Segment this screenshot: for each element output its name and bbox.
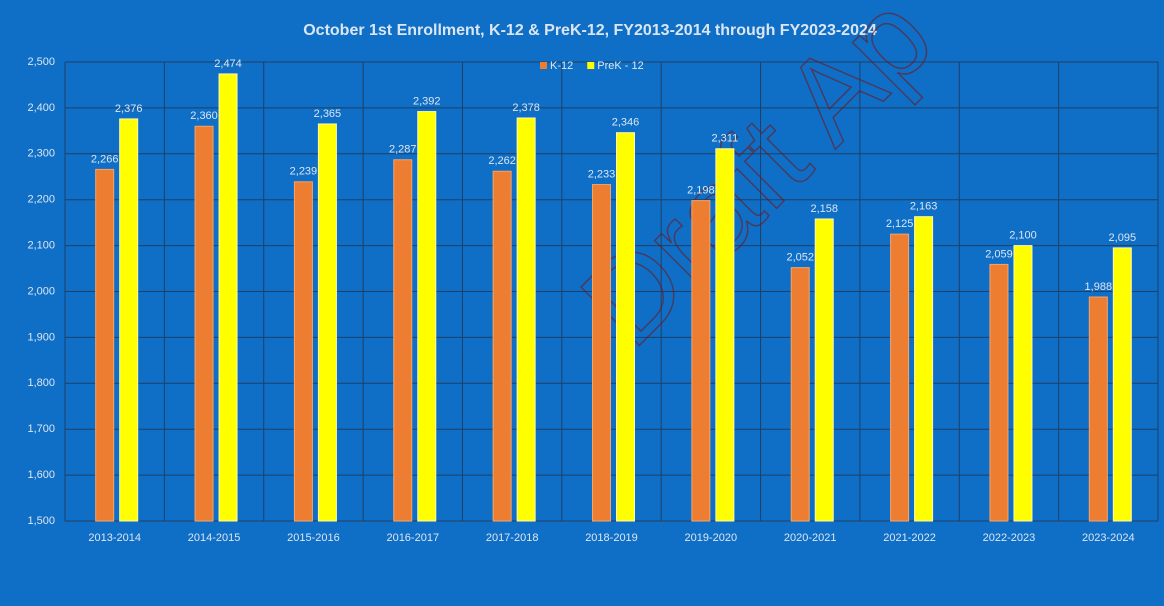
data-label: 2,287 — [389, 144, 417, 156]
bar — [417, 111, 437, 522]
data-label: 2,158 — [810, 203, 838, 215]
x-tick-label: 2020-2021 — [784, 532, 837, 544]
bar — [1013, 245, 1033, 522]
x-tick-label: 2018-2019 — [585, 532, 638, 544]
x-tick-label: 2017-2018 — [486, 532, 539, 544]
legend-swatch — [540, 62, 547, 69]
bar — [691, 200, 711, 522]
data-label: 2,474 — [214, 58, 242, 70]
bar — [393, 159, 413, 522]
y-tick-label: 1,900 — [27, 331, 55, 343]
legend-swatch — [587, 62, 595, 69]
bar — [1112, 247, 1132, 522]
legend-label: PreK - 12 — [597, 60, 643, 72]
bar — [492, 170, 512, 522]
y-tick-label: 1,600 — [27, 469, 55, 481]
data-label: 2,262 — [488, 155, 516, 167]
bar — [516, 117, 536, 522]
y-tick-label: 1,800 — [27, 377, 55, 389]
bar — [890, 233, 910, 522]
x-tick-label: 2016-2017 — [386, 532, 439, 544]
y-tick-label: 1,700 — [27, 423, 55, 435]
y-tick-label: 2,200 — [27, 194, 55, 206]
x-tick-label: 2019-2020 — [685, 532, 738, 544]
bar — [616, 132, 635, 522]
data-label: 2,311 — [712, 133, 739, 145]
chart-title: October 1st Enrollment, K-12 & PreK-12, … — [303, 22, 877, 39]
data-label: 2,100 — [1009, 230, 1037, 242]
data-label: 2,059 — [985, 248, 1013, 260]
y-tick-label: 2,400 — [27, 102, 55, 114]
data-label: 2,346 — [612, 117, 640, 129]
x-tick-label: 2021-2022 — [883, 532, 936, 544]
data-label: 1,988 — [1085, 281, 1113, 293]
x-tick-label: 2022-2023 — [983, 532, 1036, 544]
bar — [989, 263, 1009, 522]
data-label: 2,266 — [91, 153, 119, 165]
bar — [592, 184, 611, 522]
data-label: 2,198 — [687, 185, 715, 197]
bar — [218, 73, 238, 522]
y-tick-label: 1,500 — [27, 515, 55, 527]
data-label: 2,052 — [786, 252, 814, 264]
data-label: 2,392 — [413, 95, 441, 107]
data-label: 2,360 — [190, 110, 218, 122]
x-tick-label: 2014-2015 — [188, 532, 241, 544]
bar — [790, 267, 810, 522]
data-label: 2,365 — [314, 108, 342, 120]
y-tick-label: 2,500 — [27, 56, 55, 68]
y-tick-label: 2,300 — [27, 148, 55, 160]
y-tick-label: 2,000 — [27, 285, 55, 297]
data-label: 2,095 — [1109, 232, 1137, 244]
bar — [293, 181, 313, 522]
data-label: 2,378 — [512, 102, 540, 114]
data-label: 2,239 — [290, 166, 318, 178]
bar — [95, 168, 115, 522]
data-label: 2,376 — [115, 103, 143, 115]
data-label: 2,233 — [588, 168, 616, 180]
bar — [194, 125, 214, 522]
bar — [1088, 296, 1108, 522]
x-tick-label: 2015-2016 — [287, 532, 340, 544]
bar — [317, 123, 337, 522]
bar — [814, 218, 834, 522]
y-tick-label: 2,100 — [27, 240, 55, 252]
bar — [119, 118, 139, 522]
bar — [715, 148, 735, 522]
bar — [914, 216, 934, 522]
data-label: 2,125 — [886, 218, 914, 230]
x-tick-label: 2013-2014 — [88, 532, 141, 544]
x-tick-label: 2023-2024 — [1082, 532, 1135, 544]
data-label: 2,163 — [910, 201, 938, 213]
legend-label: K-12 — [550, 60, 573, 72]
